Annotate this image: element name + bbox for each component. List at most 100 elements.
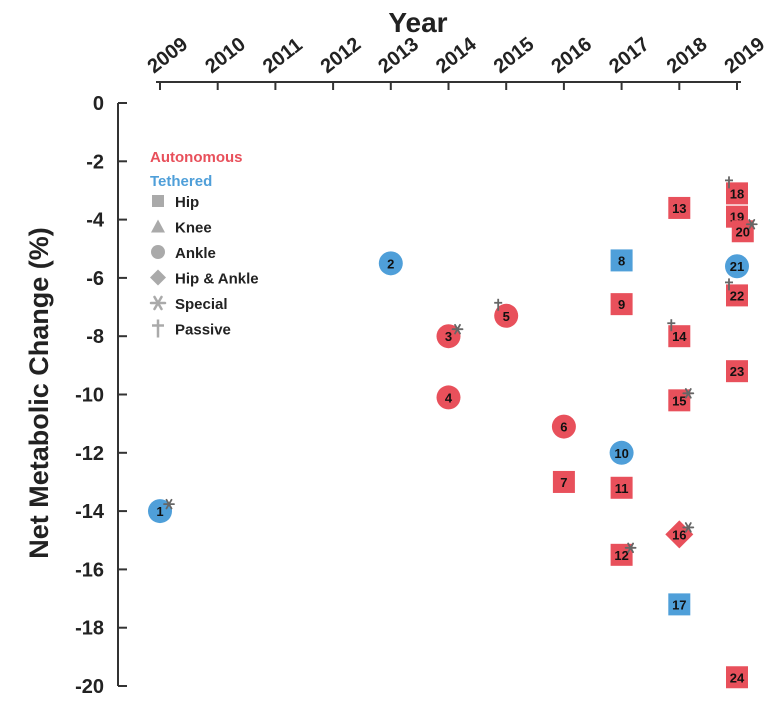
y-tick-label: -4	[86, 210, 105, 232]
legend-square-icon	[152, 195, 164, 207]
point-label: 13	[672, 201, 686, 216]
legend-diamond-icon	[150, 269, 166, 286]
legend-item-diamond: Hip & Ankle	[150, 269, 259, 288]
point-circle-marker	[725, 254, 749, 279]
special-asterisk-icon	[624, 542, 637, 554]
x-tick-label: 2014	[432, 33, 481, 78]
point-circle-marker	[609, 440, 634, 465]
special-asterisk-icon	[451, 323, 464, 335]
point-square-marker	[552, 470, 575, 493]
legend-dagger-icon	[152, 319, 164, 338]
data-point-3: 3	[436, 323, 464, 349]
y-tick-label: -20	[75, 676, 104, 698]
y-tick-label: -14	[75, 501, 105, 523]
point-label: 18	[730, 186, 744, 201]
legend-item-triangle: Knee	[151, 219, 212, 237]
legend-item-circle: Ankle	[151, 245, 216, 262]
y-tick-label: -2	[86, 151, 104, 173]
data-point-9: 9	[610, 293, 633, 316]
legend-label: Passive	[175, 322, 231, 339]
legend-item-dagger: Passive	[152, 319, 231, 339]
special-asterisk-icon	[745, 219, 758, 230]
data-point-5: 5	[494, 298, 519, 328]
legend-label: Hip & Ankle	[175, 271, 259, 288]
point-square-marker	[726, 284, 748, 307]
legend-triangle-icon	[151, 219, 165, 233]
passive-dagger-icon	[667, 319, 676, 332]
point-label: 9	[618, 297, 625, 312]
passive-dagger-icon	[494, 298, 503, 311]
asterisk-stroke	[748, 219, 756, 230]
data-point-4: 4	[436, 385, 461, 410]
point-circle-marker	[148, 499, 172, 524]
legend-category-autonomous: Autonomous	[150, 149, 242, 166]
passive-dagger-icon	[725, 278, 733, 291]
data-point-13: 13	[668, 196, 691, 219]
data-point-1: 1	[148, 498, 175, 524]
asterisk-stroke	[627, 542, 634, 554]
legend-label: Ankle	[175, 245, 216, 262]
data-point-23: 23	[726, 360, 748, 383]
point-square-marker	[726, 666, 748, 689]
data-point-17: 17	[668, 593, 691, 616]
y-tick-label: -12	[75, 443, 104, 465]
legend-label: Knee	[175, 220, 212, 237]
point-label: 11	[615, 481, 629, 496]
point-label: 23	[730, 364, 744, 379]
legend-item-square: Hip	[152, 194, 199, 211]
data-point-7: 7	[552, 470, 575, 493]
data-point-10: 10	[609, 440, 634, 465]
point-circle-marker	[494, 303, 519, 328]
data-point-2: 2	[378, 251, 403, 276]
legend-label: Special	[175, 296, 228, 313]
data-point-18: 18	[725, 176, 748, 205]
y-axis-title: Net Metabolic Change (%)	[24, 227, 54, 559]
point-label: 14	[672, 329, 687, 344]
point-circle-marker	[551, 414, 576, 439]
x-tick-label: 2015	[490, 33, 539, 78]
point-square-marker	[668, 196, 691, 219]
legend-circle-icon	[151, 245, 165, 259]
y-tick-label: -8	[86, 326, 104, 348]
point-circle-marker	[436, 324, 461, 349]
point-label: 20	[736, 224, 750, 239]
point-label: 22	[730, 288, 744, 303]
y-tick-label: 0	[93, 93, 104, 115]
special-asterisk-icon	[163, 498, 175, 510]
passive-dagger-icon	[725, 176, 733, 189]
point-label: 1	[156, 504, 163, 519]
x-axis-title: Year	[388, 7, 447, 38]
point-square-marker	[726, 360, 748, 383]
point-label: 24	[730, 670, 745, 685]
point-label: 15	[672, 393, 686, 408]
x-tick-label: 2009	[144, 33, 193, 78]
data-point-16: 16	[665, 520, 695, 549]
special-asterisk-icon	[682, 388, 695, 399]
point-square-marker	[668, 389, 691, 412]
point-circle-marker	[378, 251, 403, 276]
point-label: 7	[560, 475, 567, 490]
y-tick-label: -10	[75, 385, 104, 407]
point-square-marker	[610, 543, 633, 566]
point-circle-marker	[436, 385, 461, 410]
point-square-marker	[726, 182, 748, 205]
data-point-15: 15	[668, 388, 695, 412]
legend-item-asterisk: Special	[149, 295, 228, 313]
x-tick-label: 2018	[663, 33, 712, 78]
data-point-24: 24	[726, 666, 748, 689]
legend-asterisk-icon	[149, 295, 167, 311]
x-tick-label: 2010	[201, 33, 250, 78]
asterisk-stroke	[153, 295, 163, 311]
point-square-marker	[610, 249, 633, 272]
data-point-21: 21	[725, 254, 749, 279]
point-label: 6	[560, 420, 567, 435]
y-tick-label: -6	[86, 268, 104, 290]
x-tick-label: 2016	[547, 33, 596, 78]
point-label: 21	[730, 259, 744, 274]
legend: Autonomous Tethered Hip Knee Ankle Hip & Ankl…	[149, 149, 259, 339]
asterisk-stroke	[684, 388, 692, 399]
x-tick-label: 2013	[374, 33, 423, 78]
